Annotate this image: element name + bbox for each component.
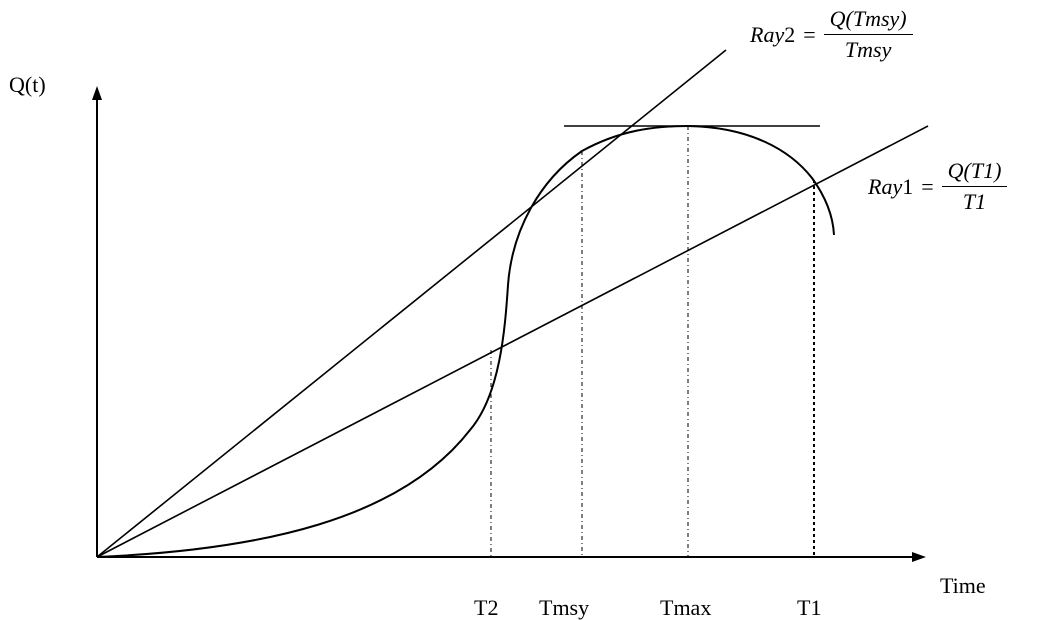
ray2-equals: = <box>803 21 816 47</box>
y-axis-label: Q(t) <box>9 72 46 97</box>
x-axis-arrowhead <box>912 552 926 562</box>
ray2-formula: Ray2 = Q(Tmsy) Tmsy <box>750 8 913 61</box>
x-axis-label: Time <box>940 573 986 598</box>
ray2-denominator: Tmsy <box>844 37 892 62</box>
ray2-fraction: Q(Tmsy) Tmsy <box>823 8 913 62</box>
ray1-denominator: T1 <box>962 189 987 214</box>
ray1-numerator: Q(T1) <box>941 160 1008 187</box>
tick-label-tmax: Tmax <box>660 595 712 620</box>
ray2-numerator: Q(Tmsy) <box>823 8 913 35</box>
ray1-line <box>96 125 929 558</box>
ray2-lhs: Ray2 <box>750 21 796 47</box>
tick-label-t2: T2 <box>474 595 499 620</box>
ray1-equals: = <box>921 173 934 199</box>
production-curve <box>96 124 835 558</box>
tick-label-tmsy: Tmsy <box>539 595 590 620</box>
y-axis-arrowhead <box>92 86 102 100</box>
ray1-fraction: Q(T1) T1 <box>941 160 1008 214</box>
tick-label-t1: T1 <box>797 595 822 620</box>
ray1-formula: Ray1 = Q(T1) T1 <box>868 160 1008 214</box>
ray1-lhs: Ray1 <box>868 173 914 199</box>
